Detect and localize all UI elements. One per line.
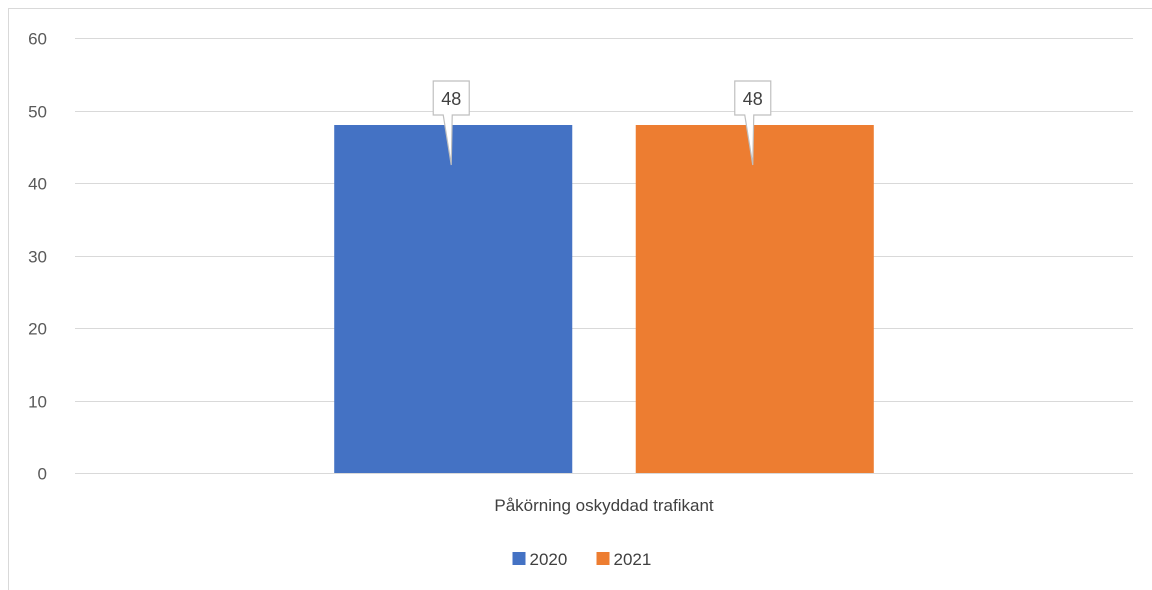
y-tick-label: 10 [28, 393, 47, 412]
data-label-callout [734, 80, 772, 166]
y-tick-label: 20 [28, 320, 47, 339]
data-labels: 48 48 [432, 80, 772, 166]
bar-2021 [635, 125, 874, 473]
legend-swatch [596, 552, 610, 565]
gridlines [75, 38, 1133, 474]
legend-label: 2021 [614, 550, 652, 569]
x-axis-category-labels: Påkörning oskyddad trafikant [494, 496, 714, 515]
data-label-2021: 48 [743, 89, 763, 109]
y-tick-label: 30 [28, 248, 47, 267]
data-label-2020: 48 [441, 89, 461, 109]
data-label-callout [432, 80, 470, 166]
y-tick-label: 40 [28, 175, 47, 194]
x-category-label: Påkörning oskyddad trafikant [494, 496, 714, 515]
y-axis-tick-labels: 0 10 20 30 40 50 60 [28, 30, 47, 484]
legend-item-2020: 2020 [512, 550, 568, 569]
legend-swatch [512, 552, 526, 565]
y-tick-label: 60 [28, 30, 47, 49]
y-tick-label: 0 [38, 465, 47, 484]
legend-item-2021: 2021 [596, 550, 652, 569]
y-tick-label: 50 [28, 103, 47, 122]
bars [334, 125, 874, 473]
legend-label: 2020 [530, 550, 568, 569]
legend: 2020 2021 [512, 550, 652, 569]
bar-2020 [334, 125, 573, 473]
